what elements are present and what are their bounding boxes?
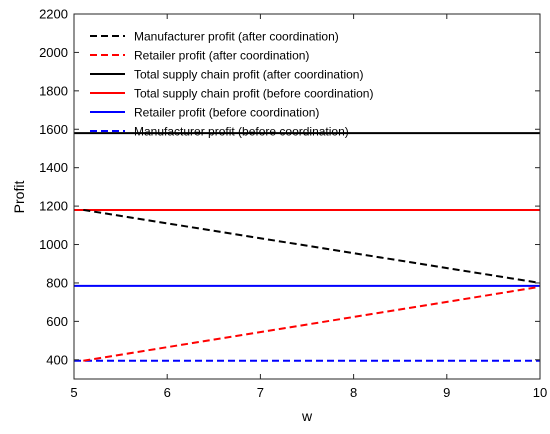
ticks-layer: 5 6 7 8 9 10 400 600 800 1000 1200 1400 1600 1800 2000… <box>39 7 547 401</box>
y-tick-label: 2000 <box>39 45 68 60</box>
legend-label: Manufacturer profit (after coordination) <box>134 30 339 44</box>
series-line <box>83 285 541 362</box>
series-layer <box>74 132 541 362</box>
x-tick-label: 7 <box>257 385 264 400</box>
x-tick-label: 8 <box>350 385 357 400</box>
y-tick-label: 1400 <box>39 160 68 175</box>
legend-label: Retailer profit (before coordination) <box>134 106 319 120</box>
x-tick-label: 5 <box>70 385 77 400</box>
series-line <box>83 208 541 284</box>
plot-frame <box>73 13 541 380</box>
x-tick-label: 6 <box>164 385 171 400</box>
x-tick-label: 9 <box>443 385 450 400</box>
y-tick-label: 2200 <box>39 7 68 22</box>
y-tick-label: 1600 <box>39 122 68 137</box>
x-axis-label: w <box>301 408 313 424</box>
y-tick-label: 1200 <box>39 199 68 214</box>
y-tick-label: 600 <box>46 314 68 329</box>
x-tick-label: 10 <box>533 385 547 400</box>
legend-label: Manufacturer profit (before coordination… <box>134 125 349 139</box>
legend-label: Total supply chain profit (after coordin… <box>134 68 363 82</box>
y-axis-label: Profit <box>11 181 27 214</box>
legend-label: Retailer profit (after coordination) <box>134 49 309 63</box>
legend: Manufacturer profit (after coordination)… <box>90 30 373 139</box>
y-tick-label: 400 <box>46 352 68 367</box>
y-tick-label: 1800 <box>39 83 68 98</box>
y-tick-label: 1000 <box>39 237 68 252</box>
legend-label: Total supply chain profit (before coordi… <box>134 87 373 101</box>
y-tick-label: 800 <box>46 275 68 290</box>
plot-background <box>74 14 540 379</box>
